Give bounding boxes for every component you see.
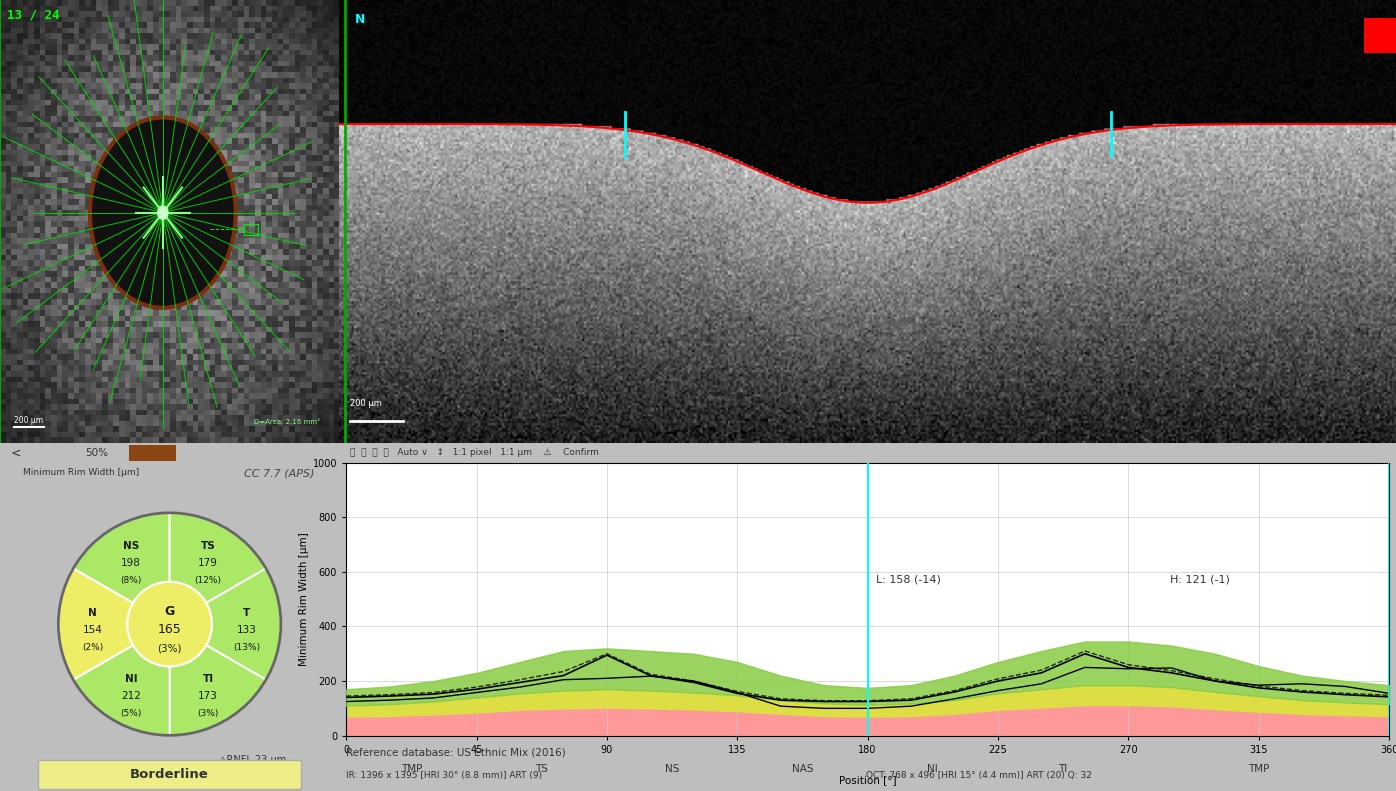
Text: TI: TI	[1058, 764, 1068, 774]
Text: 212: 212	[121, 691, 141, 701]
Text: OCT: 768 x 496 [HRI 15° (4.4 mm)] ART (20) Q: 32: OCT: 768 x 496 [HRI 15° (4.4 mm)] ART (2…	[866, 771, 1092, 780]
X-axis label: Position [°]: Position [°]	[839, 775, 896, 785]
Text: CC 7.7 (APS): CC 7.7 (APS)	[244, 468, 314, 479]
Text: (3%): (3%)	[158, 644, 181, 653]
Y-axis label: Minimum Rim Width [µm]: Minimum Rim Width [µm]	[299, 532, 309, 666]
Circle shape	[158, 206, 168, 219]
Text: TS: TS	[201, 542, 215, 551]
Wedge shape	[73, 645, 170, 736]
Text: (12%): (12%)	[194, 577, 222, 585]
Text: 13 / 24: 13 / 24	[7, 9, 59, 22]
Text: (2%): (2%)	[82, 643, 103, 652]
Text: NAS: NAS	[792, 764, 814, 774]
Text: 133: 133	[236, 625, 257, 634]
Text: TMP: TMP	[1248, 764, 1269, 774]
Text: (13%): (13%)	[233, 643, 260, 652]
Text: TI: TI	[202, 675, 214, 684]
Wedge shape	[170, 645, 267, 736]
Text: N: N	[88, 608, 98, 618]
Wedge shape	[207, 569, 281, 679]
Text: L: 158 (-14): L: 158 (-14)	[877, 575, 941, 585]
Text: TS: TS	[535, 764, 549, 774]
Text: NI: NI	[927, 764, 938, 774]
Text: (8%): (8%)	[120, 577, 142, 585]
Text: 173: 173	[198, 691, 218, 701]
Text: NS: NS	[123, 542, 140, 551]
Text: Borderline: Borderline	[130, 768, 209, 781]
Text: (3%): (3%)	[197, 710, 219, 718]
Text: G: G	[165, 605, 174, 619]
Bar	[244, 224, 258, 235]
Text: (5%): (5%)	[120, 710, 142, 718]
Wedge shape	[73, 513, 170, 603]
Text: 200 µm: 200 µm	[14, 416, 43, 426]
Text: 165: 165	[158, 623, 181, 636]
Text: Reference database: US Ethnic Mix (2016): Reference database: US Ethnic Mix (2016)	[346, 747, 565, 758]
Bar	[128, 445, 176, 460]
FancyBboxPatch shape	[38, 760, 302, 789]
Text: IR: 1396 x 1395 [HRI 30° (8.8 mm)] ART (9): IR: 1396 x 1395 [HRI 30° (8.8 mm)] ART (…	[346, 771, 542, 780]
Text: 200 µm: 200 µm	[350, 399, 381, 407]
Wedge shape	[170, 513, 267, 603]
Text: D=Area: 2.16 mm²: D=Area: 2.16 mm²	[254, 419, 321, 426]
Text: △RNFL 23 μm: △RNFL 23 μm	[219, 755, 286, 765]
Text: 179: 179	[198, 558, 218, 568]
Circle shape	[127, 582, 212, 666]
Text: 50%: 50%	[85, 448, 107, 458]
Text: T: T	[243, 608, 250, 618]
Text: N: N	[355, 13, 366, 26]
Text: 🔍  🔍  🔍  🔍   Auto ∨   ↕   1:1 pixel   1:1 µm    ⚠    Confirm: 🔍 🔍 🔍 🔍 Auto ∨ ↕ 1:1 pixel 1:1 µm ⚠ Conf…	[350, 448, 599, 457]
Circle shape	[92, 119, 235, 305]
Text: NS: NS	[664, 764, 680, 774]
Wedge shape	[59, 569, 133, 679]
Text: 154: 154	[82, 625, 103, 634]
Bar	[1364, 17, 1396, 53]
Text: 198: 198	[121, 558, 141, 568]
Text: NI: NI	[124, 675, 138, 684]
Text: <: <	[10, 446, 21, 460]
Text: Minimum Rim Width [µm]: Minimum Rim Width [µm]	[22, 468, 138, 477]
Text: H: 121 (-1): H: 121 (-1)	[1170, 575, 1230, 585]
Text: TMP: TMP	[401, 764, 422, 774]
